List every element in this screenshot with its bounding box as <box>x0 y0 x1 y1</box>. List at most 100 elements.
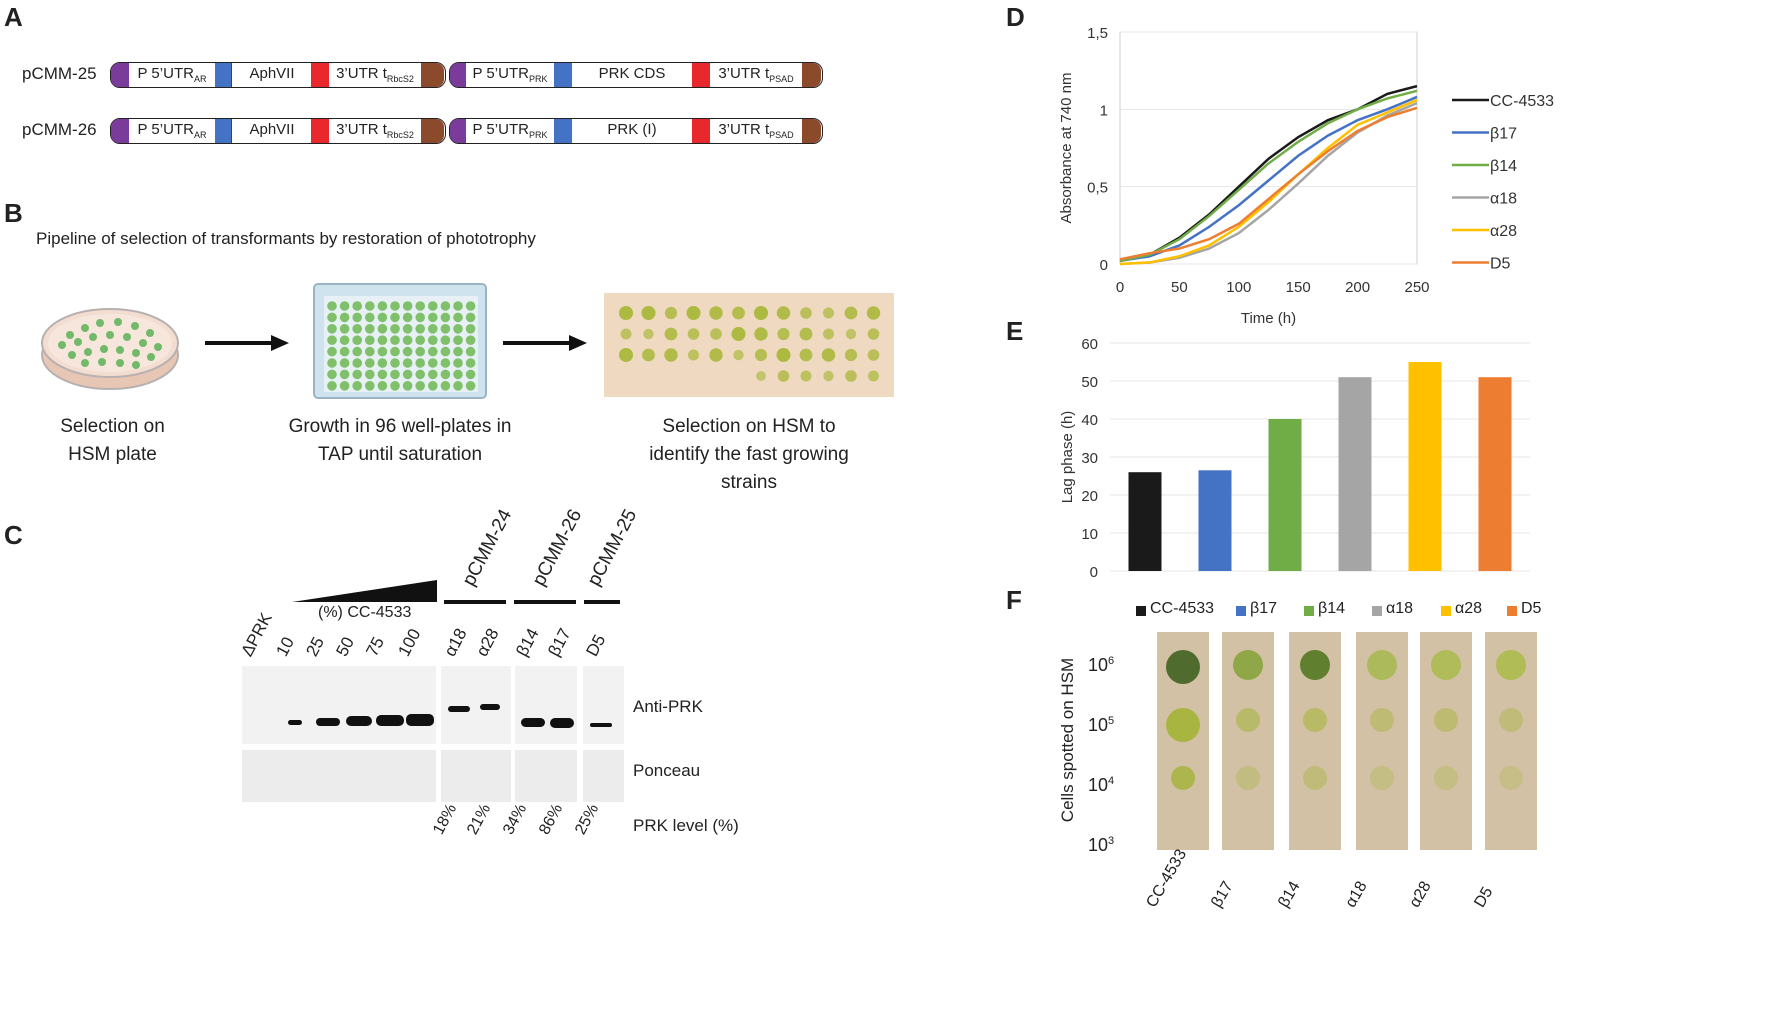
x-tick-label: 50 <box>1171 279 1188 296</box>
cell-spot <box>1370 766 1394 790</box>
construct-name: pCMM-26 <box>22 120 97 139</box>
cell-spot <box>1171 766 1195 790</box>
step2-caption: Growth in 96 well-plates in TAP until sa… <box>288 416 512 465</box>
row-label-anti-prk: Anti-PRK <box>633 697 703 716</box>
well <box>365 358 375 368</box>
cell-spot <box>1496 650 1526 680</box>
construct-group-label: pCMM-26 <box>528 506 587 590</box>
tick-base: 10 <box>1088 655 1109 675</box>
seg-sub: PRK <box>528 74 548 84</box>
strain-label: CC-4533 <box>1143 846 1191 911</box>
colony-spot <box>823 307 834 319</box>
arrow-icon <box>205 335 289 351</box>
colony-spot <box>619 348 633 362</box>
colony-spot <box>732 306 745 320</box>
cell-spot <box>1434 708 1458 732</box>
promoter-segment: P 5’UTRAR <box>129 119 215 143</box>
lane-label: 100 <box>394 625 425 660</box>
colony-spot <box>641 306 656 320</box>
group-bar <box>584 600 620 604</box>
construct-group-label: pCMM-24 <box>458 506 517 590</box>
protein-band <box>406 714 434 726</box>
well <box>390 312 400 323</box>
seg-text: P 5’UTR <box>472 121 529 138</box>
cell-spot <box>1300 650 1330 680</box>
legend-label: CC-4533 <box>1490 93 1554 110</box>
hsm-plate-photo <box>604 293 894 397</box>
well <box>415 324 425 334</box>
promoter-cap <box>111 63 129 87</box>
legend-swatch <box>1236 606 1246 616</box>
colony-spot <box>776 348 791 362</box>
well <box>377 335 388 345</box>
well <box>339 369 350 380</box>
seg-text: P 5’UTR <box>137 65 194 82</box>
series-line-β17 <box>1119 95 1418 263</box>
y-tick-label: 1 <box>1100 102 1108 119</box>
legend-label: α28 <box>1455 600 1483 617</box>
tick-exp: 4 <box>1108 775 1115 787</box>
colony-spot <box>868 370 879 382</box>
well <box>390 358 400 368</box>
well <box>377 346 388 357</box>
well <box>453 301 463 311</box>
cell-spot <box>1431 650 1461 680</box>
spot-strip-β17 <box>1222 632 1274 850</box>
well <box>402 335 413 345</box>
colony-spot <box>733 349 744 361</box>
step1-caption: Selection on HSM plate <box>60 416 165 465</box>
colony-spot <box>754 306 768 320</box>
cell-spot <box>1236 766 1260 790</box>
terminator-segment: 3’UTR tRbcS2 <box>329 119 421 143</box>
tick-exp: 5 <box>1108 715 1115 727</box>
plot-frame <box>1119 31 1418 265</box>
cell-spot <box>1499 766 1523 790</box>
cell-spot <box>1434 766 1458 790</box>
colony-spot <box>845 370 857 382</box>
colony-spot <box>642 348 655 362</box>
colony-spot <box>800 370 812 382</box>
well <box>377 369 388 380</box>
y-tick-label: 103 <box>1088 835 1114 856</box>
colony-spot <box>799 348 813 362</box>
well <box>428 346 438 357</box>
y-tick-label: 50 <box>1081 374 1098 391</box>
promoter-segment: P 5’UTRPRK <box>466 63 554 87</box>
well <box>415 369 425 380</box>
well <box>390 324 400 334</box>
well <box>415 358 425 368</box>
well <box>453 358 463 368</box>
well <box>390 346 400 357</box>
well <box>402 301 413 311</box>
x-axis-title: Time (h) <box>1241 310 1296 327</box>
colony-spot <box>777 327 790 341</box>
cell-spot <box>1166 650 1200 684</box>
colony-spot <box>776 306 791 320</box>
colony-spot <box>686 306 701 320</box>
x-tick-label: 0 <box>1116 279 1124 296</box>
seg-text: 3’UTR t <box>336 65 387 82</box>
legend-label: α28 <box>1490 223 1517 240</box>
step3-caption: Selection on HSM to identify the fast gr… <box>649 416 849 493</box>
well <box>365 301 375 311</box>
lane-label: 75 <box>362 633 389 660</box>
seg-sub: RbcS2 <box>386 74 414 84</box>
cell-spot <box>1303 766 1327 790</box>
cassette-2: P 5’UTRPRK PRK (I) 3’UTR tPSAD <box>449 118 823 144</box>
colony-spot <box>754 327 768 341</box>
well <box>339 346 350 357</box>
tick-base: 10 <box>1088 835 1109 855</box>
well <box>415 335 425 345</box>
well <box>402 369 413 380</box>
lane-label: α18 <box>440 625 471 660</box>
group-bar <box>514 600 576 604</box>
well <box>327 358 337 368</box>
well <box>428 301 438 311</box>
bar-CC-4533 <box>1128 472 1162 571</box>
well <box>465 381 476 391</box>
strain-label: D5 <box>1471 884 1497 911</box>
bar-D5 <box>1478 377 1512 571</box>
prk-level-value: 21% <box>464 801 495 838</box>
colony-spot <box>688 349 699 361</box>
colony-spot <box>709 348 723 362</box>
